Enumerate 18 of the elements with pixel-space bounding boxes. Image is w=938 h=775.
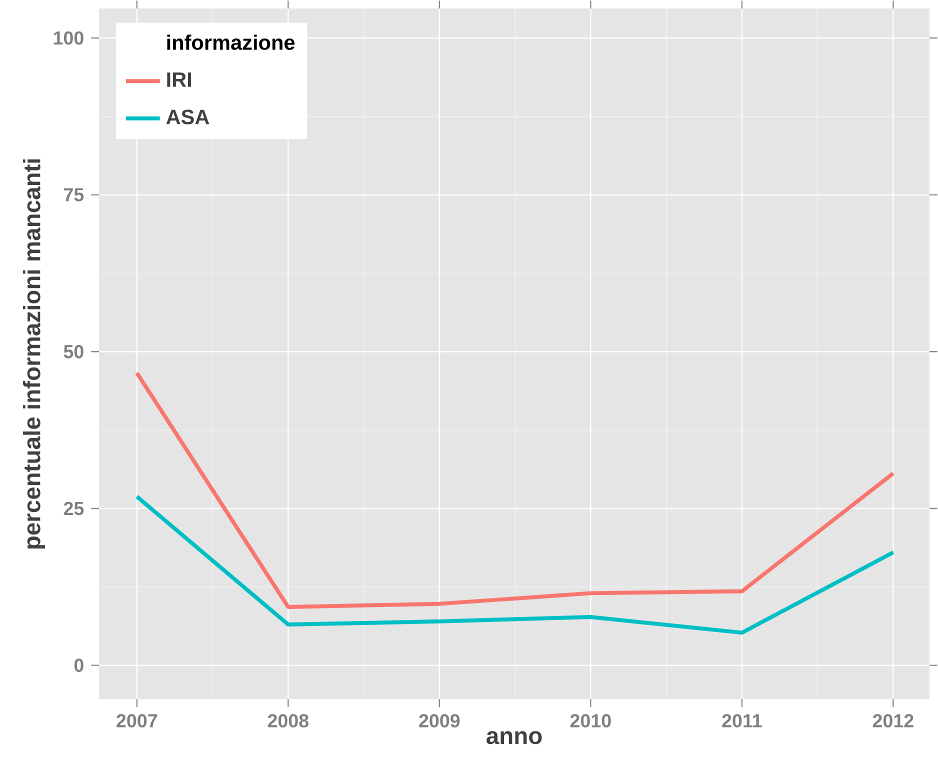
- y-tick-label: 25: [64, 502, 84, 516]
- y-tick-label: 50: [64, 345, 84, 359]
- y-axis-title: percentuale informazioni mancanti: [22, 160, 46, 549]
- x-tick-label: 2007: [116, 714, 158, 728]
- y-tick-label: 100: [54, 32, 84, 45]
- x-tick-label: 2008: [268, 714, 309, 728]
- x-tick-label: 2012: [872, 714, 914, 728]
- legend-title: informazione: [167, 34, 295, 50]
- x-tick-label: 2009: [419, 714, 460, 728]
- legend-label: IRI: [167, 72, 191, 88]
- x-tick-label: 2010: [570, 714, 611, 728]
- y-tick-label: 0: [74, 658, 84, 672]
- x-tick-label: 2011: [722, 714, 762, 728]
- x-axis-title: anno: [486, 731, 542, 744]
- legend-label: ASA: [166, 110, 210, 125]
- line-series: [134, 371, 896, 610]
- line-series: [134, 494, 896, 635]
- y-tick-label: 75: [64, 188, 84, 202]
